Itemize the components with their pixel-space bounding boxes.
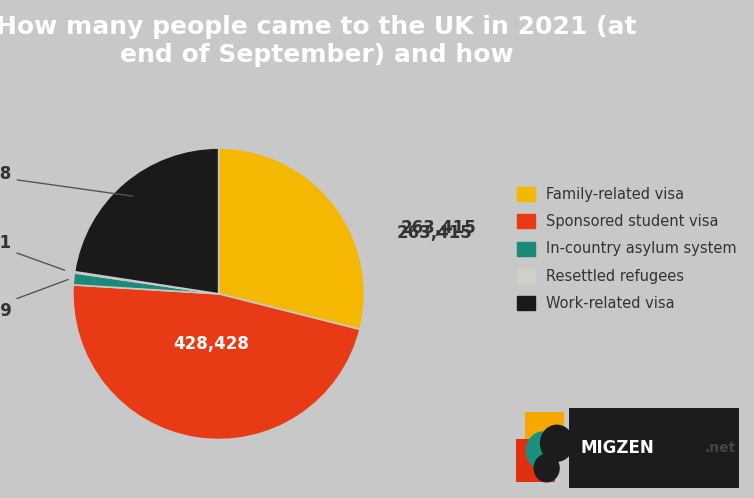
Wedge shape: [73, 285, 360, 440]
Circle shape: [526, 432, 560, 469]
Circle shape: [541, 425, 573, 461]
Circle shape: [534, 454, 559, 482]
Wedge shape: [73, 273, 219, 294]
Bar: [525, 412, 563, 454]
Text: 12039: 12039: [0, 279, 68, 320]
Bar: [569, 408, 739, 488]
Text: 1171: 1171: [0, 234, 65, 270]
Wedge shape: [75, 148, 219, 294]
Text: .net: .net: [705, 441, 736, 455]
Legend: Family-related visa, Sponsored student visa, In-country asylum system, Resettled: Family-related visa, Sponsored student v…: [511, 181, 743, 317]
Wedge shape: [219, 148, 364, 330]
Text: MIGZEN: MIGZEN: [581, 439, 654, 457]
Bar: [516, 439, 554, 482]
Text: How many people came to the UK in 2021 (at
end of September) and how: How many people came to the UK in 2021 (…: [0, 15, 637, 67]
Text: 263,415: 263,415: [401, 219, 477, 237]
Text: 263,415: 263,415: [397, 224, 472, 242]
Text: 428,428: 428,428: [173, 335, 249, 353]
Text: 205528: 205528: [0, 165, 133, 196]
Wedge shape: [75, 272, 219, 294]
